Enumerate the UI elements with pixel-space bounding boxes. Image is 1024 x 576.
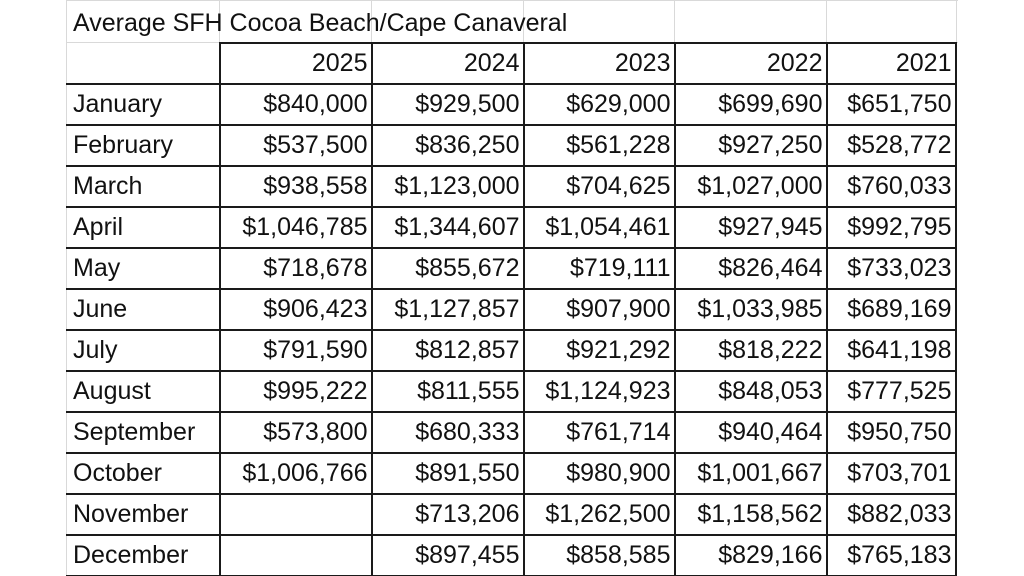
price-cell[interactable]: $699,690 (673, 83, 828, 126)
month-cell[interactable]: November (66, 493, 221, 536)
month-cell[interactable]: June (66, 288, 221, 331)
price-cell[interactable]: $848,053 (673, 370, 828, 413)
price-cell[interactable]: $826,464 (673, 247, 828, 290)
month-cell[interactable]: August (66, 370, 221, 413)
month-cell[interactable]: May (66, 247, 221, 290)
price-cell[interactable]: $573,800 (218, 411, 373, 454)
header-corner-cell[interactable] (66, 43, 221, 85)
gridline-vertical (956, 0, 957, 576)
price-cell[interactable]: $791,590 (218, 329, 373, 372)
price-cell[interactable]: $641,198 (825, 329, 957, 372)
price-cell[interactable]: $760,033 (825, 165, 957, 208)
price-cell[interactable]: $680,333 (370, 411, 525, 454)
price-cell[interactable]: $689,169 (825, 288, 957, 331)
price-cell[interactable]: $927,250 (673, 124, 828, 167)
table-row: November $713,206 $1,262,500 $1,158,562 … (66, 493, 957, 536)
year-header-row: 2025 2024 2023 2022 2021 (66, 42, 957, 85)
price-cell[interactable]: $1,046,785 (218, 206, 373, 249)
price-cell[interactable]: $1,262,500 (522, 493, 676, 536)
price-cell[interactable]: $907,900 (522, 288, 676, 331)
price-cell[interactable]: $713,206 (370, 493, 525, 536)
price-cell[interactable]: $1,027,000 (673, 165, 828, 208)
price-cell[interactable]: $651,750 (825, 83, 957, 126)
price-cell[interactable]: $836,250 (370, 124, 525, 167)
price-cell[interactable]: $1,054,461 (522, 206, 676, 249)
price-cell[interactable]: $858,585 (522, 534, 676, 576)
year-header-cell[interactable]: 2021 (825, 42, 957, 85)
price-cell[interactable]: $1,124,923 (522, 370, 676, 413)
price-table: 2025 2024 2023 2022 2021 January $840,00… (66, 42, 957, 576)
price-cell[interactable]: $1,127,857 (370, 288, 525, 331)
price-cell[interactable]: $882,033 (825, 493, 957, 536)
price-cell[interactable]: $940,464 (673, 411, 828, 454)
price-cell[interactable]: $1,006,766 (218, 452, 373, 495)
year-header-cell[interactable]: 2023 (522, 42, 676, 85)
month-cell[interactable]: July (66, 329, 221, 372)
table-row: March $938,558 $1,123,000 $704,625 $1,02… (66, 165, 957, 208)
price-cell[interactable]: $995,222 (218, 370, 373, 413)
price-cell[interactable]: $703,701 (825, 452, 957, 495)
price-cell[interactable]: $818,222 (673, 329, 828, 372)
table-row: April $1,046,785 $1,344,607 $1,054,461 $… (66, 206, 957, 249)
price-cell[interactable]: $528,772 (825, 124, 957, 167)
month-cell[interactable]: December (66, 534, 221, 576)
price-cell[interactable]: $761,714 (522, 411, 676, 454)
price-cell[interactable]: $1,033,985 (673, 288, 828, 331)
price-cell[interactable]: $1,344,607 (370, 206, 525, 249)
price-cell[interactable]: $897,455 (370, 534, 525, 576)
price-cell[interactable]: $980,900 (522, 452, 676, 495)
price-cell[interactable]: $561,228 (522, 124, 676, 167)
price-cell[interactable] (218, 493, 373, 536)
year-header-cell[interactable]: 2025 (218, 42, 373, 85)
price-cell[interactable]: $938,558 (218, 165, 373, 208)
month-cell[interactable]: February (66, 124, 221, 167)
price-cell[interactable]: $765,183 (825, 534, 957, 576)
price-cell[interactable]: $840,000 (218, 83, 373, 126)
price-cell[interactable]: $855,672 (370, 247, 525, 290)
price-cell[interactable]: $719,111 (522, 247, 676, 290)
sheet-title-cell[interactable]: Average SFH Cocoa Beach/Cape Canaveral (73, 9, 568, 37)
table-row: September $573,800 $680,333 $761,714 $94… (66, 411, 957, 454)
price-cell[interactable]: $777,525 (825, 370, 957, 413)
gridline-horizontal (66, 0, 958, 1)
price-cell[interactable]: $1,158,562 (673, 493, 828, 536)
table-row: August $995,222 $811,555 $1,124,923 $848… (66, 370, 957, 413)
price-cell[interactable]: $927,945 (673, 206, 828, 249)
table-row: June $906,423 $1,127,857 $907,900 $1,033… (66, 288, 957, 331)
table-row: July $791,590 $812,857 $921,292 $818,222… (66, 329, 957, 372)
price-cell[interactable]: $1,123,000 (370, 165, 525, 208)
price-cell[interactable]: $629,000 (522, 83, 676, 126)
price-cell[interactable]: $812,857 (370, 329, 525, 372)
year-header-cell[interactable]: 2024 (370, 42, 525, 85)
table-row: January $840,000 $929,500 $629,000 $699,… (66, 83, 957, 126)
table-row: December $897,455 $858,585 $829,166 $765… (66, 534, 957, 576)
table-row: May $718,678 $855,672 $719,111 $826,464 … (66, 247, 957, 290)
price-cell[interactable]: $718,678 (218, 247, 373, 290)
price-cell[interactable]: $1,001,667 (673, 452, 828, 495)
price-cell[interactable]: $950,750 (825, 411, 957, 454)
month-cell[interactable]: October (66, 452, 221, 495)
price-cell[interactable]: $992,795 (825, 206, 957, 249)
month-cell[interactable]: September (66, 411, 221, 454)
price-cell[interactable] (218, 534, 373, 576)
month-cell[interactable]: March (66, 165, 221, 208)
year-header-cell[interactable]: 2022 (673, 42, 828, 85)
price-cell[interactable]: $891,550 (370, 452, 525, 495)
price-cell[interactable]: $537,500 (218, 124, 373, 167)
month-cell[interactable]: January (66, 83, 221, 126)
table-row: February $537,500 $836,250 $561,228 $927… (66, 124, 957, 167)
price-cell[interactable]: $929,500 (370, 83, 525, 126)
price-cell[interactable]: $906,423 (218, 288, 373, 331)
price-cell[interactable]: $921,292 (522, 329, 676, 372)
price-cell[interactable]: $811,555 (370, 370, 525, 413)
price-cell[interactable]: $829,166 (673, 534, 828, 576)
month-cell[interactable]: April (66, 206, 221, 249)
price-cell[interactable]: $733,023 (825, 247, 957, 290)
price-cell[interactable]: $704,625 (522, 165, 676, 208)
table-row: October $1,006,766 $891,550 $980,900 $1,… (66, 452, 957, 495)
